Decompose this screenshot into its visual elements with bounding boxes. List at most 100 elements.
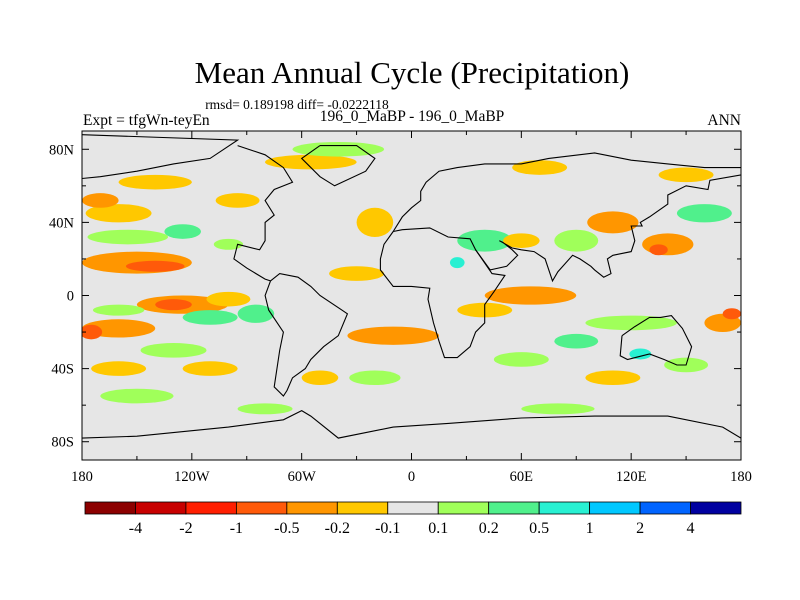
colorbar-label-1: -2 — [179, 520, 192, 537]
anomaly-feature-31 — [503, 233, 540, 248]
colorbar-swatch-4 — [286, 501, 338, 515]
x-tick-label-4: 60E — [510, 469, 534, 485]
anomaly-feature-47 — [629, 348, 652, 360]
stats-line: rmsd= 0.189198 diff= -0.0222118 — [205, 97, 389, 112]
x-tick-label-2: 60W — [288, 469, 317, 485]
anomaly-feature-36 — [676, 204, 732, 223]
colorbar-label-3: -0.5 — [274, 520, 299, 537]
x-tick-label-5: 120E — [616, 469, 647, 485]
y-tick-label-3: 40S — [51, 362, 74, 378]
x-axis: 180 120W 60W 0 60E 120E 180 — [71, 131, 752, 485]
colorbar-label-6: 0.1 — [428, 520, 448, 537]
anomaly-feature-28 — [292, 141, 385, 157]
anomaly-feature-25 — [349, 370, 401, 386]
y-tick-label-4: 80S — [51, 435, 74, 451]
anomaly-feature-44 — [722, 308, 741, 320]
coastline-5 — [379, 227, 506, 359]
colorbar-swatch-11 — [639, 501, 691, 515]
coastline-4 — [392, 152, 741, 232]
coastlines — [82, 134, 741, 439]
x-tick-label-1: 120W — [174, 469, 210, 485]
anomaly-feature-11 — [206, 291, 251, 307]
anomaly-feature-4 — [82, 193, 119, 208]
colorbar-label-2: -1 — [230, 520, 243, 537]
y-tick-label-1: 40N — [49, 215, 75, 231]
left-header: Expt = tfgWn-teyEn — [83, 112, 210, 129]
colorbar-label-9: 1 — [586, 520, 594, 537]
chart-title: Mean Annual Cycle (Precipitation) — [195, 55, 630, 90]
anomaly-feature-35 — [649, 244, 668, 256]
anomaly-feature-38 — [512, 160, 568, 175]
colorbar-swatch-9 — [538, 501, 591, 515]
anomaly-feature-42 — [585, 315, 677, 331]
anomaly-feature-30 — [449, 257, 465, 269]
anomaly-feature-16 — [140, 343, 207, 358]
anomaly-feature-18 — [91, 361, 147, 376]
x-tick-label-0: 180 — [71, 469, 93, 485]
anomaly-feature-17 — [237, 304, 275, 323]
colorbar-label-0: -4 — [129, 520, 142, 537]
anomaly-feature-14 — [92, 304, 145, 316]
colorbar-label-10: 2 — [636, 520, 644, 537]
right-header: ANN — [707, 112, 741, 129]
anomaly-feature-46 — [585, 370, 641, 386]
anomaly-feature-3 — [118, 174, 192, 190]
anomaly-features — [82, 141, 741, 415]
colorbar-swatch-2 — [185, 501, 237, 515]
anomaly-feature-19 — [182, 361, 238, 376]
colorbar: -4 -2 -1 -0.5 -0.2 -0.1 0.1 0.2 0.5 1 2 4 — [84, 501, 742, 537]
anomaly-feature-32 — [554, 229, 599, 252]
y-axis: 80N 40N 0 40S 80S — [49, 142, 741, 451]
anomaly-feature-37 — [658, 167, 714, 183]
anomaly-feature-24 — [347, 326, 439, 345]
colorbar-label-4: -0.2 — [325, 520, 350, 537]
colorbar-label-7: 0.2 — [479, 520, 499, 537]
coastline-0 — [82, 134, 240, 180]
anomaly-feature-7 — [213, 238, 244, 250]
anomaly-feature-48 — [521, 403, 595, 415]
map-background — [82, 131, 741, 460]
y-tick-label-0: 80N — [49, 142, 75, 158]
anomaly-feature-20 — [100, 388, 174, 404]
anomaly-feature-15 — [182, 310, 238, 325]
coastline-6 — [475, 174, 741, 283]
colorbar-swatch-10 — [589, 501, 641, 515]
anomaly-feature-41 — [554, 333, 599, 349]
anomaly-feature-21 — [237, 403, 293, 415]
anomaly-feature-39 — [484, 286, 577, 305]
anomaly-feature-33 — [587, 211, 639, 234]
colorbar-label-11: 4 — [687, 520, 695, 537]
anomaly-feature-2 — [85, 204, 152, 223]
anomaly-feature-1 — [125, 260, 185, 272]
coastline-3 — [300, 145, 376, 187]
colorbar-swatch-8 — [488, 501, 540, 515]
anomaly-feature-45 — [493, 352, 549, 367]
anomaly-feature-27 — [265, 154, 357, 170]
x-tick-label-6: 180 — [730, 469, 752, 485]
anomaly-feature-8 — [215, 193, 260, 208]
colorbar-label-8: 0.5 — [529, 520, 549, 537]
anomaly-feature-29 — [457, 229, 513, 252]
colorbar-swatch-6 — [387, 501, 439, 515]
y-tick-label-2: 0 — [67, 289, 74, 305]
colorbar-label-5: -0.1 — [375, 520, 400, 537]
anomaly-feature-10 — [155, 299, 192, 311]
anomaly-feature-34 — [642, 233, 694, 256]
coastline-8 — [82, 409, 741, 439]
anomaly-feature-23 — [356, 207, 394, 238]
anomaly-feature-22 — [329, 266, 385, 281]
x-tick-label-3: 0 — [408, 469, 415, 485]
center-header: 196_0_MaBP - 196_0_MaBP — [320, 108, 505, 125]
colorbar-swatch-5 — [336, 501, 389, 515]
coastline-1 — [233, 145, 294, 282]
anomaly-feature-5 — [87, 229, 169, 245]
coastline-7 — [619, 315, 693, 366]
colorbar-swatch-1 — [135, 501, 187, 515]
anomaly-feature-26 — [301, 370, 339, 386]
anomaly-feature-6 — [164, 224, 201, 239]
anomaly-feature-13 — [82, 324, 103, 340]
colorbar-swatch-12 — [690, 501, 742, 515]
colorbar-swatch-7 — [437, 501, 490, 515]
colorbar-swatch-3 — [235, 501, 288, 515]
